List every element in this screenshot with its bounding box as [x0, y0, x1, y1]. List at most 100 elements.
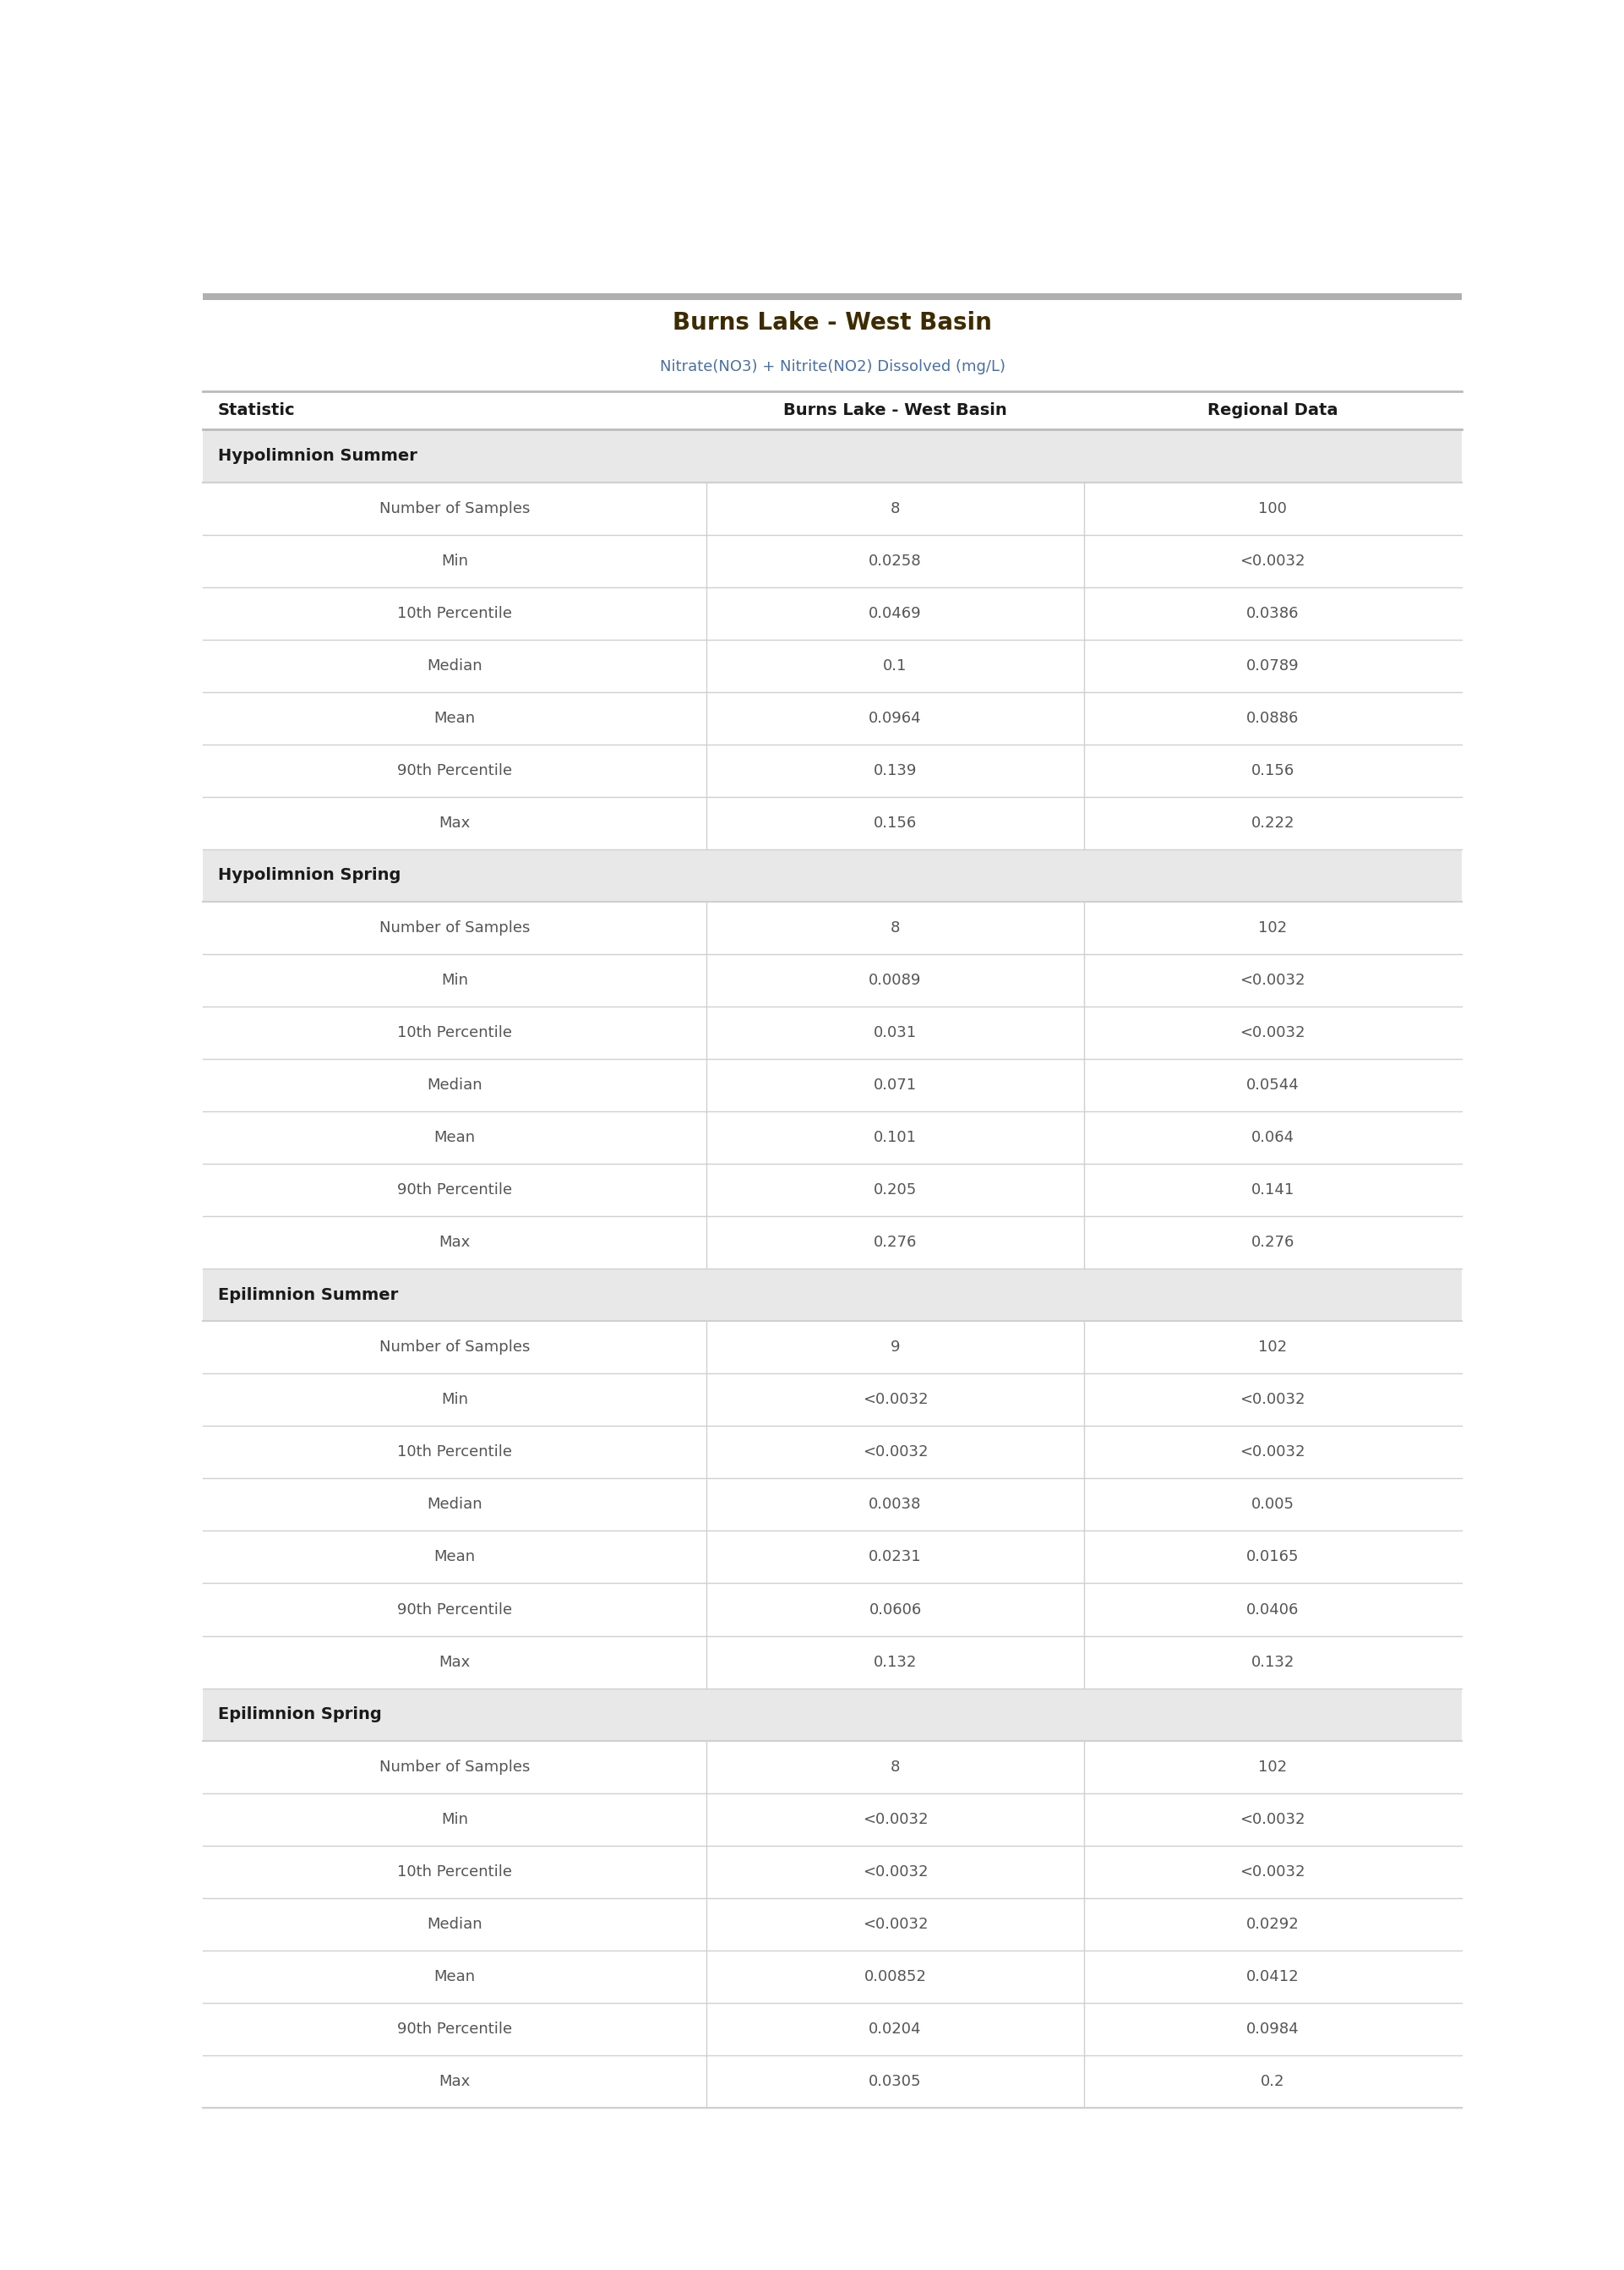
- Text: <0.0032: <0.0032: [1241, 1864, 1306, 1880]
- Text: <0.0032: <0.0032: [862, 1811, 927, 1827]
- Bar: [203, 293, 1462, 300]
- Text: 0.132: 0.132: [1250, 1655, 1294, 1671]
- Text: 0.064: 0.064: [1250, 1130, 1294, 1146]
- Text: 102: 102: [1259, 1759, 1288, 1775]
- Text: 0.031: 0.031: [874, 1026, 918, 1040]
- Bar: [203, 1530, 1462, 1584]
- Text: 0.0406: 0.0406: [1247, 1603, 1299, 1616]
- Text: Mean: Mean: [434, 1550, 476, 1564]
- Text: Min: Min: [442, 554, 468, 568]
- Text: 0.1: 0.1: [883, 658, 908, 674]
- Text: <0.0032: <0.0032: [862, 1392, 927, 1407]
- Text: Min: Min: [442, 1811, 468, 1827]
- Bar: [203, 2054, 1462, 2109]
- Text: 102: 102: [1259, 1339, 1288, 1355]
- Text: 10th Percentile: 10th Percentile: [398, 1444, 512, 1460]
- Text: <0.0032: <0.0032: [1241, 1392, 1306, 1407]
- Bar: [203, 1060, 1462, 1112]
- Text: 0.0412: 0.0412: [1246, 1968, 1299, 1984]
- Text: <0.0032: <0.0032: [1241, 554, 1306, 568]
- Text: Max: Max: [438, 1655, 471, 1671]
- Text: Nitrate(NO3) + Nitrite(NO2) Dissolved (mg/L): Nitrate(NO3) + Nitrite(NO2) Dissolved (m…: [659, 359, 1005, 375]
- Text: Number of Samples: Number of Samples: [380, 1339, 529, 1355]
- Text: 0.0606: 0.0606: [869, 1603, 921, 1616]
- Text: 10th Percentile: 10th Percentile: [398, 1864, 512, 1880]
- Bar: [203, 849, 1462, 901]
- Text: 0.0204: 0.0204: [869, 2020, 922, 2036]
- Text: 0.00852: 0.00852: [864, 1968, 926, 1984]
- Text: Mean: Mean: [434, 1130, 476, 1146]
- Text: 0.0292: 0.0292: [1246, 1916, 1299, 1932]
- Text: Max: Max: [438, 2075, 471, 2088]
- Text: 90th Percentile: 90th Percentile: [398, 763, 512, 779]
- Text: Median: Median: [427, 1496, 482, 1512]
- Text: 0.276: 0.276: [874, 1235, 918, 1251]
- Text: Median: Median: [427, 1916, 482, 1932]
- Text: 0.156: 0.156: [874, 815, 918, 831]
- Text: 0.2: 0.2: [1260, 2075, 1285, 2088]
- Bar: [203, 1950, 1462, 2002]
- Text: Number of Samples: Number of Samples: [380, 919, 529, 935]
- Text: 0.0089: 0.0089: [869, 972, 921, 987]
- Text: 10th Percentile: 10th Percentile: [398, 606, 512, 622]
- Bar: [203, 1165, 1462, 1217]
- Text: 0.222: 0.222: [1250, 815, 1294, 831]
- Text: 0.156: 0.156: [1250, 763, 1294, 779]
- Text: 0.0165: 0.0165: [1246, 1550, 1299, 1564]
- Text: 0.0231: 0.0231: [869, 1550, 922, 1564]
- Bar: [203, 1741, 1462, 1793]
- Text: Hypolimnion Spring: Hypolimnion Spring: [218, 867, 401, 883]
- Text: 90th Percentile: 90th Percentile: [398, 1183, 512, 1199]
- Text: Hypolimnion Summer: Hypolimnion Summer: [218, 447, 417, 463]
- Text: 0.101: 0.101: [874, 1130, 918, 1146]
- Text: Burns Lake - West Basin: Burns Lake - West Basin: [672, 311, 992, 336]
- Text: Min: Min: [442, 1392, 468, 1407]
- Text: Mean: Mean: [434, 1968, 476, 1984]
- Text: 90th Percentile: 90th Percentile: [398, 2020, 512, 2036]
- Text: 0.0789: 0.0789: [1246, 658, 1299, 674]
- Bar: [203, 2002, 1462, 2054]
- Text: 90th Percentile: 90th Percentile: [398, 1603, 512, 1616]
- Text: 0.0886: 0.0886: [1247, 711, 1299, 726]
- Text: 0.0038: 0.0038: [869, 1496, 921, 1512]
- Text: 102: 102: [1259, 919, 1288, 935]
- Text: Epilimnion Summer: Epilimnion Summer: [218, 1287, 398, 1303]
- Text: 8: 8: [890, 919, 900, 935]
- Bar: [203, 901, 1462, 953]
- Text: 0.132: 0.132: [874, 1655, 918, 1671]
- Text: 9: 9: [890, 1339, 900, 1355]
- Bar: [203, 745, 1462, 797]
- Text: <0.0032: <0.0032: [862, 1444, 927, 1460]
- Text: Number of Samples: Number of Samples: [380, 1759, 529, 1775]
- Text: <0.0032: <0.0032: [862, 1916, 927, 1932]
- Text: Max: Max: [438, 815, 471, 831]
- Bar: [203, 797, 1462, 849]
- Text: <0.0032: <0.0032: [1241, 1811, 1306, 1827]
- Text: 10th Percentile: 10th Percentile: [398, 1026, 512, 1040]
- Text: 0.139: 0.139: [874, 763, 918, 779]
- Text: Burns Lake - West Basin: Burns Lake - West Basin: [783, 402, 1007, 418]
- Bar: [203, 1112, 1462, 1165]
- Bar: [203, 1373, 1462, 1426]
- Bar: [203, 1269, 1462, 1321]
- Text: 0.205: 0.205: [874, 1183, 918, 1199]
- Bar: [203, 640, 1462, 692]
- Bar: [203, 429, 1462, 481]
- Text: Regional Data: Regional Data: [1208, 402, 1338, 418]
- Text: Number of Samples: Number of Samples: [380, 502, 529, 515]
- Bar: [203, 1584, 1462, 1637]
- Text: Median: Median: [427, 1078, 482, 1092]
- Text: 0.0258: 0.0258: [869, 554, 922, 568]
- Bar: [203, 1217, 1462, 1269]
- Text: Epilimnion Spring: Epilimnion Spring: [218, 1707, 382, 1723]
- Text: 0.141: 0.141: [1250, 1183, 1294, 1199]
- Text: 0.005: 0.005: [1250, 1496, 1294, 1512]
- Bar: [203, 1321, 1462, 1373]
- Bar: [203, 1478, 1462, 1530]
- Text: Max: Max: [438, 1235, 471, 1251]
- Text: 0.276: 0.276: [1250, 1235, 1294, 1251]
- Text: 0.0305: 0.0305: [869, 2075, 922, 2088]
- Text: Min: Min: [442, 972, 468, 987]
- Bar: [203, 1898, 1462, 1950]
- Text: 8: 8: [890, 1759, 900, 1775]
